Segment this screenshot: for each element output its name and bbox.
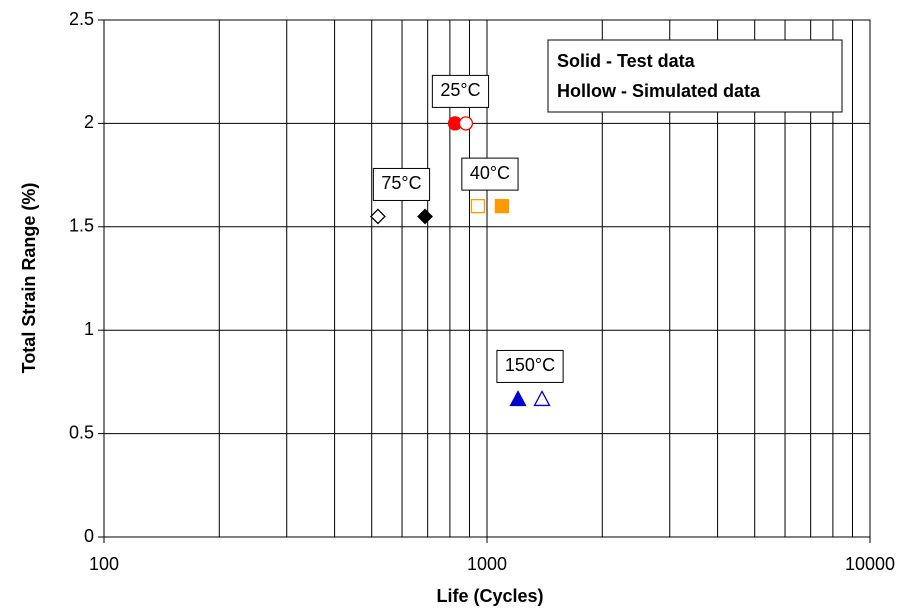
y-tick-label: 1 xyxy=(84,319,94,339)
point xyxy=(417,208,433,225)
point-label-box xyxy=(372,167,431,201)
point xyxy=(369,208,386,225)
point xyxy=(509,390,527,407)
x-tick-label: 10000 xyxy=(845,554,895,574)
point xyxy=(533,390,551,407)
point-label-box xyxy=(431,74,490,108)
point-label: 150°C xyxy=(505,355,555,375)
x-tick-label: 1000 xyxy=(467,554,507,574)
x-axis-label: Life (Cycles) xyxy=(436,586,543,606)
point xyxy=(470,198,486,214)
x-tick-label: 100 xyxy=(89,554,119,574)
legend-box xyxy=(547,39,843,113)
y-tick-label: 0 xyxy=(84,526,94,546)
point-label: 40°C xyxy=(470,163,510,183)
y-axis-label: Total Strain Range (%) xyxy=(19,183,39,374)
y-tick-label: 0.5 xyxy=(69,422,94,442)
point xyxy=(458,116,474,131)
point-label: 25°C xyxy=(440,80,480,100)
point xyxy=(494,198,510,214)
point-label: 75°C xyxy=(381,173,421,193)
y-tick-label: 2 xyxy=(84,112,94,132)
legend-label: Hollow - Simulated data xyxy=(557,81,761,101)
point-label-box xyxy=(496,349,564,383)
y-tick-label: 1.5 xyxy=(69,216,94,236)
point-label-box xyxy=(461,157,519,191)
plot-frame xyxy=(103,19,871,538)
legend-label: Solid - Test data xyxy=(557,51,696,71)
y-tick-label: 2.5 xyxy=(69,9,94,29)
